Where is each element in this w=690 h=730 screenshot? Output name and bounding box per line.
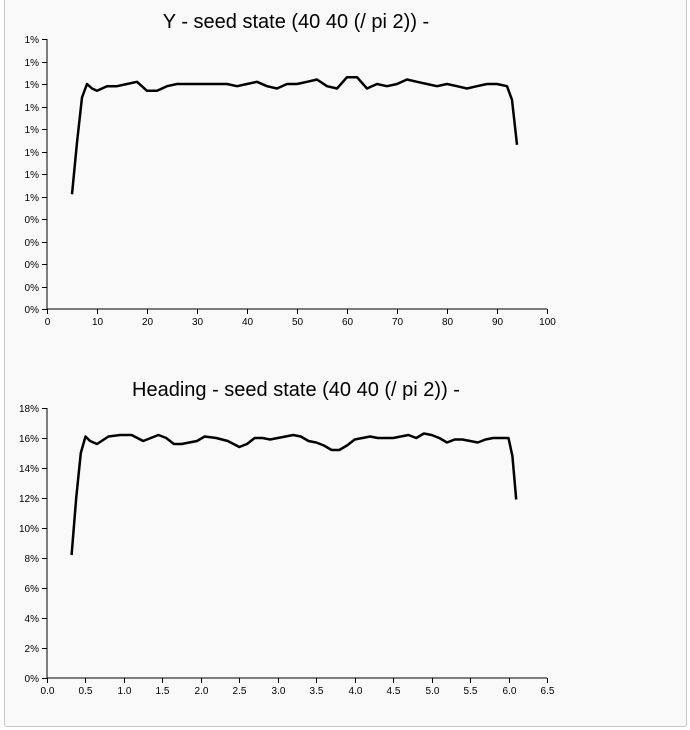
y-x-tick-label: 70: [392, 317, 404, 328]
heading-x-tick-label: 4.0: [349, 686, 363, 697]
chart-panel: [4, 0, 687, 727]
heading-x-tick-label: 4.5: [387, 686, 401, 697]
y-x-tick-label: 50: [292, 317, 304, 328]
y-x-tick-label: 10: [92, 317, 104, 328]
heading-y-tick-label: 18%: [19, 404, 39, 415]
heading-y-tick-label: 6%: [25, 584, 40, 595]
heading-chart: Heading - seed state (40 40 (/ pi 2)) - …: [19, 379, 555, 697]
y-x-tick-label: 100: [539, 317, 556, 328]
y-chart: Y - seed state (40 40 (/ pi 2)) - 0% 0% 0%…: [25, 11, 557, 328]
y-x-tick-label: 90: [492, 317, 504, 328]
heading-y-tick-label: 0%: [25, 674, 40, 685]
heading-x-tick-label: 3.0: [272, 686, 286, 697]
heading-x-tick-label: 3.5: [310, 686, 324, 697]
heading-chart-title: Heading - seed state (40 40 (/ pi 2)) -: [132, 379, 460, 401]
y-y-tick-label: 0%: [25, 238, 40, 249]
heading-x-tick-label: 5.0: [426, 686, 440, 697]
heading-y-tick-label: 16%: [19, 434, 39, 445]
heading-y-tick-label: 2%: [25, 644, 40, 655]
heading-y-tick-label: 12%: [19, 494, 39, 505]
y-y-tick-label: 1%: [25, 103, 40, 114]
heading-y-tick-label: 4%: [25, 614, 40, 625]
y-x-tick-label: 80: [442, 317, 454, 328]
y-y-tick-label: 1%: [25, 58, 40, 69]
y-y-tick-label: 1%: [25, 35, 40, 46]
heading-series-line: [70, 432, 518, 556]
heading-y-tick-label: 14%: [19, 464, 39, 475]
heading-x-tick-label: 1.0: [118, 686, 132, 697]
heading-x-tick-label: 2.5: [233, 686, 247, 697]
heading-y-tick-label: 8%: [25, 554, 40, 565]
heading-x-tick-label: 0.5: [79, 686, 93, 697]
heading-x-tick-label: 5.5: [464, 686, 478, 697]
heading-x-tick-label: 2.0: [195, 686, 209, 697]
y-x-tick-label: 60: [342, 317, 354, 328]
y-y-tick-label: 0%: [25, 305, 40, 316]
y-y-tick-label: 1%: [25, 148, 40, 159]
y-y-tick-label: 0%: [25, 260, 40, 271]
heading-x-tick-label: 1.5: [156, 686, 170, 697]
y-x-tick-label: 40: [242, 317, 254, 328]
y-x-tick-label: 30: [192, 317, 204, 328]
heading-y-tick-label: 10%: [19, 524, 39, 535]
y-y-tick-label: 1%: [25, 170, 40, 181]
y-y-tick-label: 1%: [25, 80, 40, 91]
y-y-tick-label: 0%: [25, 215, 40, 226]
y-x-tick-label: 0: [45, 317, 51, 328]
y-y-tick-label: 1%: [25, 193, 40, 204]
y-chart-title: Y - seed state (40 40 (/ pi 2)) -: [163, 11, 429, 33]
y-series-line: [70, 75, 519, 195]
heading-x-tick-label: 6.0: [503, 686, 517, 697]
y-y-tick-label: 0%: [25, 283, 40, 294]
y-y-tick-label: 1%: [25, 125, 40, 136]
heading-x-tick-label: 6.5: [541, 686, 555, 697]
heading-x-tick-label: 0.0: [41, 686, 55, 697]
y-x-tick-label: 20: [142, 317, 154, 328]
